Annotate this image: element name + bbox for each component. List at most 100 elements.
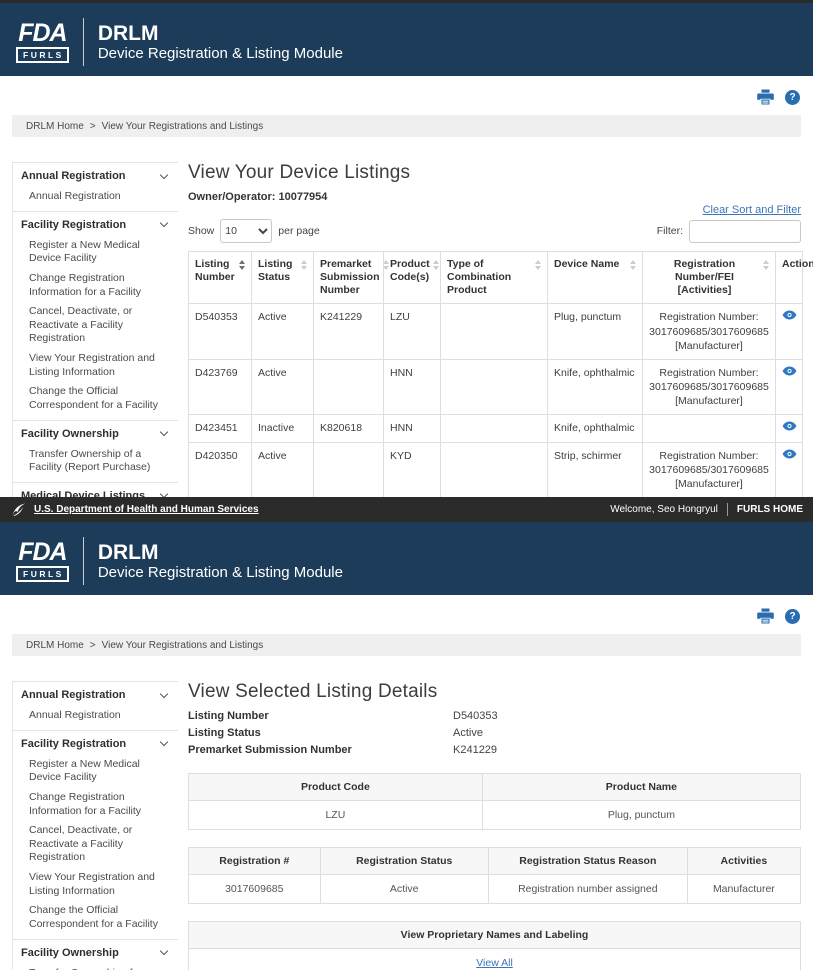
clear-sort-filter-link[interactable]: Clear Sort and Filter [702,204,801,216]
sidebar-item-annual-registration[interactable]: Annual Registration [29,190,121,202]
hhs-right: Welcome, Seo Hongryul FURLS HOME [610,503,803,516]
sort-icon[interactable] [763,258,769,297]
view-details-eye-icon[interactable] [782,310,797,320]
sort-icon[interactable] [301,258,307,284]
cell-product-name: Plug, punctum [481,800,802,830]
sidebar-item-change-correspondent[interactable]: Change the Official Correspondent for a … [29,904,158,931]
breadcrumb-current: View Your Registrations and Listings [101,639,264,651]
view-details-eye-icon[interactable] [782,421,797,431]
sidebar-header-facility-registration[interactable]: Facility Registration [13,212,178,236]
cell-combination [440,303,548,360]
sidebar-item-change-registration[interactable]: Change Registration Information for a Fa… [29,271,142,298]
sidebar-header-annual-registration[interactable]: Annual Registration [13,163,178,187]
cell-listing-number: D420350 [188,441,252,497]
col-combination-product: Type of Combination Product [440,250,548,305]
cell-premarket [313,358,384,416]
sidebar-item-view-registration[interactable]: View Your Registration and Listing Infor… [29,871,155,897]
filter-label: Filter: [656,225,683,237]
logo-block: FDA FURLS DRLM Device Registration & Lis… [16,536,343,585]
cell-listing-number: D423451 [188,414,252,443]
chevron-down-icon [159,689,169,698]
detail-row-premarket-number: Premarket Submission Number K241229 [188,744,801,756]
cell-device-name: Strip, schirmer [547,441,643,497]
cell-device-name: Knife, ophthalmic [547,358,643,416]
cell-device-name: Knife, ophthalmic [547,414,643,443]
sidebar-header-annual-registration[interactable]: Annual Registration [13,682,178,706]
sidebar-item-register-facility[interactable]: Register a New Medical Device Facility [29,238,140,265]
per-page-suffix: per page [278,225,320,237]
listing-detail-fields: Listing Number D540353 Listing Status Ac… [188,710,801,756]
col-product-codes: Product Code(s) [383,250,441,305]
print-icon[interactable] [757,89,774,105]
proprietary-names-table: View Proprietary Names and Labeling View… [188,921,801,970]
table-header-row: View Proprietary Names and Labeling [188,921,801,949]
app-header: FDA FURLS DRLM Device Registration & Lis… [0,3,813,76]
sidebar-item-change-registration[interactable]: Change Registration Information for a Fa… [29,790,142,817]
col-registration-status-reason: Registration Status Reason [487,847,688,875]
per-page-group: Show 10 per page [188,219,320,243]
sidebar-item-change-correspondent[interactable]: Change the Official Correspondent for a … [29,385,158,412]
col-action: Action [775,250,813,305]
breadcrumb-home-link[interactable]: DRLM Home [26,639,84,651]
sidebar-item-transfer-ownership[interactable]: Transfer Ownership of a Facility (Report… [13,964,178,970]
sort-icon[interactable] [239,258,245,284]
sidebar-section-facility-ownership: Facility Ownership Transfer Ownership of… [13,938,178,970]
sort-icon[interactable] [382,258,389,297]
sidebar-item-cancel-deactivate[interactable]: Cancel, Deactivate, or Reactivate a Faci… [29,305,133,345]
sidebar-nav: Annual Registration Annual Registration … [12,162,178,497]
app-header: FDA FURLS DRLM Device Registration & Lis… [0,522,813,595]
sidebar-item-transfer-ownership[interactable]: Transfer Ownership of a Facility (Report… [29,447,151,474]
breadcrumb-home-link[interactable]: DRLM Home [26,120,84,132]
sidebar-header-medical-device-listings[interactable]: Medical Device Listings [13,483,178,497]
view-details-eye-icon[interactable] [782,366,797,376]
cell-combination [440,414,548,443]
sidebar-header-facility-ownership[interactable]: Facility Ownership [13,940,178,964]
col-registration-status: Registration Status [319,847,489,875]
table-row: D540353 Active K241229 LZU Plug, punctum… [188,303,803,360]
print-icon[interactable] [757,608,774,624]
per-page-select[interactable]: 10 [220,219,273,243]
app-title-block: DRLM Device Registration & Listing Modul… [98,22,343,62]
listings-content: View Your Device Listings Owner/Operator… [188,162,813,497]
hhs-department-link[interactable]: U.S. Department of Health and Human Serv… [34,504,259,515]
fda-furls-logo: FDA FURLS [16,18,69,63]
furls-home-link[interactable]: FURLS HOME [736,504,803,515]
sidebar-item-register-facility[interactable]: Register a New Medical Device Facility [29,757,140,784]
sidebar-item-annual-registration[interactable]: Annual Registration [29,709,121,721]
detail-row-listing-status: Listing Status Active [188,727,801,739]
help-icon[interactable]: ? [785,608,800,624]
table-header-row: Listing Number Listing Status Premarket … [188,250,813,305]
sidebar-header-facility-ownership[interactable]: Facility Ownership [13,421,178,445]
cell-listing-number: D540353 [188,303,252,360]
owner-operator-label: Owner/Operator: [188,191,276,203]
sidebar-item-view-registration[interactable]: View Your Registration and Listing Infor… [29,352,155,378]
filter-input[interactable] [689,219,801,243]
view-details-eye-icon[interactable] [782,449,797,459]
page-actions-row: ? [0,595,813,629]
app-name: Device Registration & Listing Module [97,44,343,62]
help-icon[interactable]: ? [785,89,800,105]
col-device-name: Device Name [547,250,643,305]
product-code-table: Product Code Product Name LZU Plug, punc… [188,773,802,830]
sidebar-section-annual-registration: Annual Registration Annual Registration [13,681,178,730]
sort-icon[interactable] [432,258,439,284]
hhs-eagle-icon [12,503,26,516]
furls-logo-text: FURLS [16,565,69,582]
cell-combination [440,441,548,497]
sort-icon[interactable] [630,258,636,271]
sidebar-item-cancel-deactivate[interactable]: Cancel, Deactivate, or Reactivate a Faci… [29,824,133,864]
cell-listing-number: D423769 [188,358,252,416]
fda-logo-text: FDA [18,18,67,47]
cell-registration-status: Active [319,874,489,904]
sidebar-header-label: Facility Registration [21,737,127,750]
cell-premarket [313,441,384,497]
cell-product-code: LZU [383,303,441,360]
sidebar-header-facility-registration[interactable]: Facility Registration [13,731,178,755]
chevron-down-icon [159,946,169,956]
view-all-link[interactable]: View All [476,957,513,969]
hhs-bar-remnant [0,0,813,3]
sidebar-header-label: Medical Device Listings [21,489,146,497]
sort-icon[interactable] [535,258,541,297]
detail-value: K241229 [453,744,498,756]
sidebar-header-label: Facility Ownership [21,946,119,959]
